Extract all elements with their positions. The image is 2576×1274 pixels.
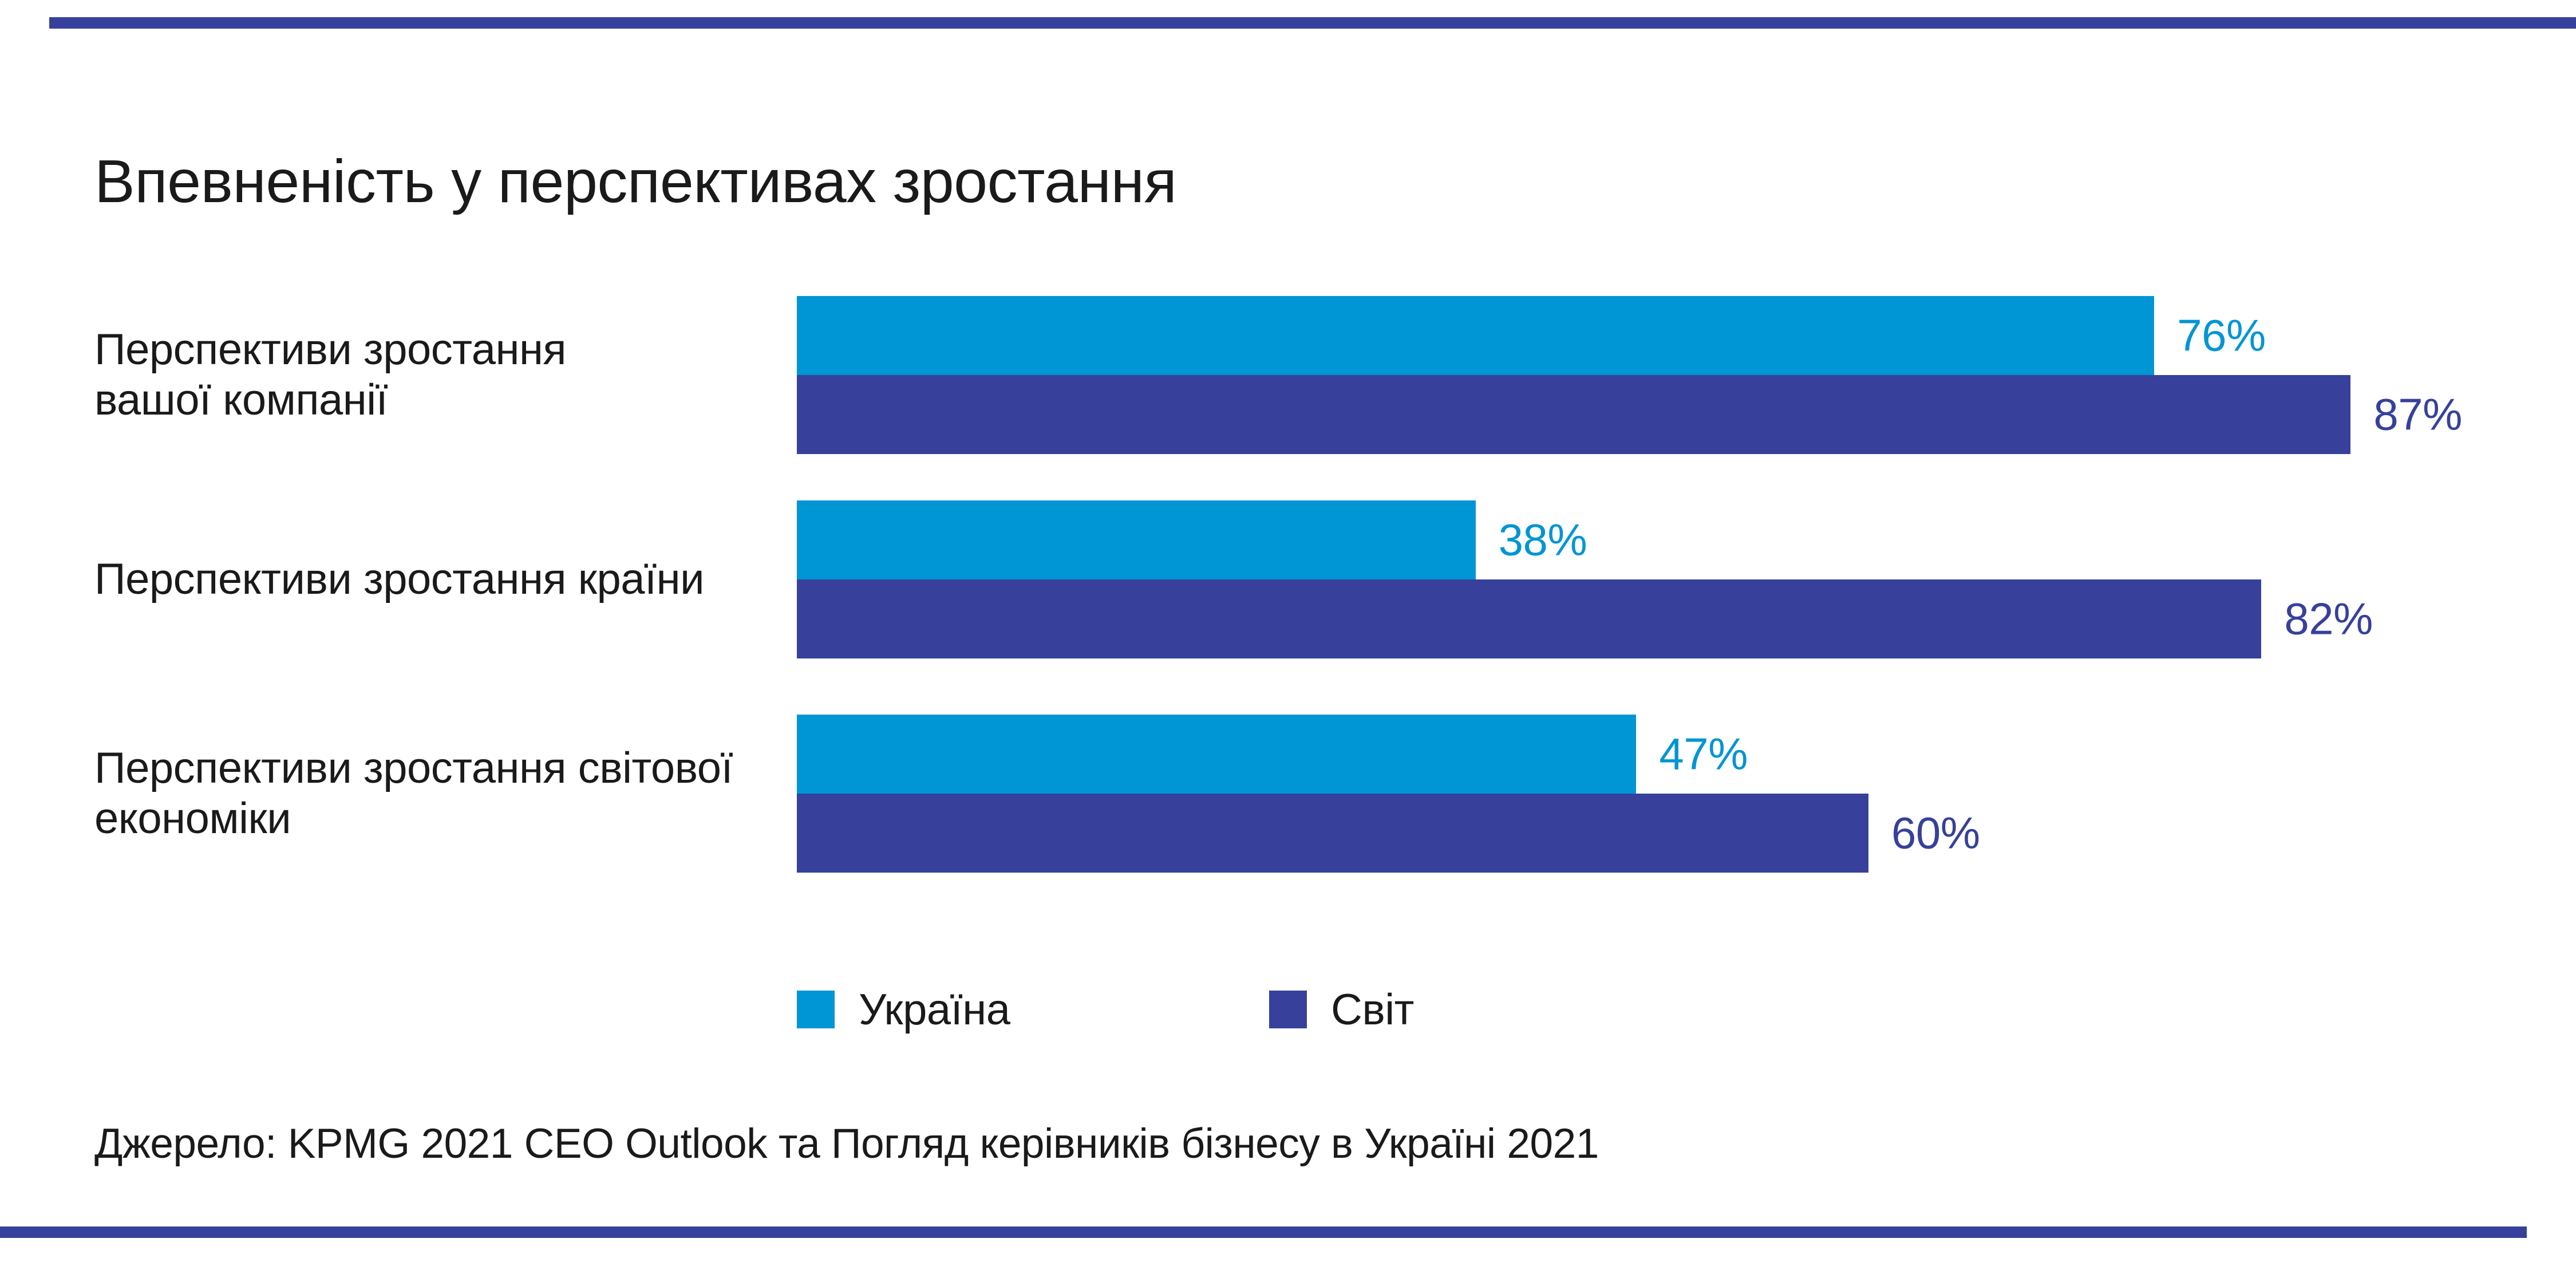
category-label-line: Перспективи зростання світової [94, 743, 733, 792]
value-label-world-country: 82% [2284, 593, 2373, 644]
legend-label-world: Світ [1331, 985, 1414, 1034]
category-label-global-economy: Перспективи зростання світової економіки [94, 715, 776, 873]
legend: Україна Світ [0, 985, 2576, 1034]
value-label-ukraine-global-economy: 47% [1659, 728, 1748, 779]
bar-ukraine-country: 38% [797, 500, 1587, 579]
bar-ukraine-global-economy: 47% [797, 715, 1748, 794]
value-label-ukraine-country: 38% [1498, 514, 1587, 565]
category-label-line: Перспективи зростання країни [94, 554, 705, 604]
bar-world-global-economy: 60% [797, 794, 1980, 873]
bar-group-company: 76% 87% [797, 296, 2576, 454]
value-label-world-global-economy: 60% [1891, 807, 1980, 858]
category-label-line: вашої компанії [94, 376, 388, 424]
legend-label-ukraine: Україна [859, 985, 1010, 1034]
category-label-company: Перспективи зростання вашої компанії [94, 296, 776, 454]
bar-group-global-economy: 47% 60% [797, 715, 2576, 873]
category-label-line: економіки [94, 794, 291, 843]
bar-world-country: 82% [797, 579, 2373, 658]
bar-world-company: 87% [797, 375, 2463, 454]
chart-title: Впевненість у перспективах зростання [94, 148, 1177, 216]
bar-ukraine-company: 76% [797, 296, 2266, 375]
top-accent-band [49, 17, 2576, 29]
value-label-ukraine-company: 76% [2177, 310, 2266, 361]
legend-item-world: Світ [1269, 985, 1414, 1034]
category-label-line: Перспективи зростання [94, 325, 567, 374]
legend-swatch-world [1269, 991, 1307, 1028]
bottom-accent-band [0, 1226, 2527, 1238]
value-label-world-company: 87% [2373, 389, 2463, 440]
legend-swatch-ukraine [797, 991, 835, 1028]
bar-group-country: 38% 82% [797, 500, 2576, 658]
source-citation: Джерело: KPMG 2021 CEO Outlook та Погляд… [94, 1121, 1599, 1167]
category-label-country: Перспективи зростання країни [94, 500, 776, 658]
legend-item-ukraine: Україна [797, 985, 1010, 1034]
